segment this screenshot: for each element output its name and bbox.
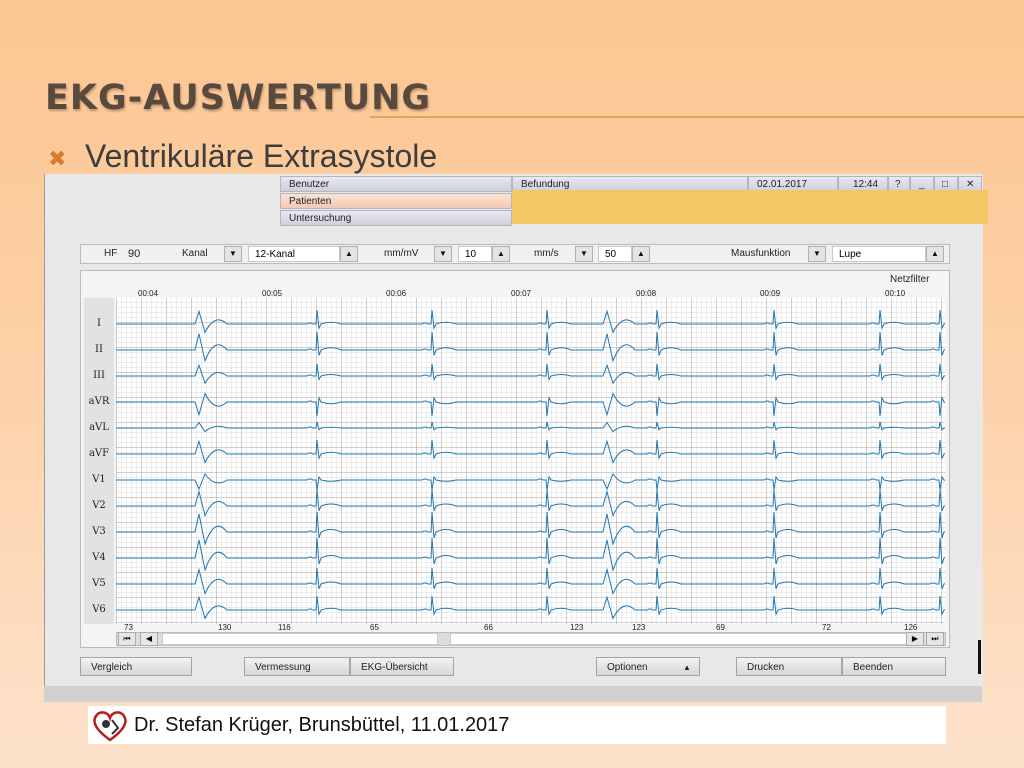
rr-interval-label: 123	[570, 623, 584, 632]
mausfunktion-down-button[interactable]: ▼	[808, 246, 826, 262]
rr-interval-label: 116	[278, 623, 291, 632]
kanal-up-button[interactable]: ▲	[340, 246, 358, 262]
menu-patienten[interactable]: Patienten	[280, 193, 512, 209]
caret-up-icon: ▲	[683, 663, 691, 672]
mms-down-button[interactable]: ▼	[575, 246, 593, 262]
ecg-trace-V5	[116, 567, 945, 596]
scroll-last-button[interactable]: ⏭	[926, 632, 944, 646]
heart-logo-icon	[93, 711, 127, 742]
lead-label: III	[93, 370, 105, 381]
beenden-button[interactable]: Beenden	[842, 657, 946, 676]
ecg-trace-I	[116, 309, 945, 334]
redaction-overlay	[512, 190, 988, 224]
mms-field[interactable]: 50	[598, 246, 632, 262]
lead-label: V5	[92, 578, 106, 589]
rr-interval-label: 69	[716, 623, 725, 632]
scroll-first-button[interactable]: ⏮	[118, 632, 136, 646]
ecg-trace-V2	[116, 489, 945, 518]
ecg-trace-V1	[116, 472, 945, 491]
vermessung-button[interactable]: Vermessung	[244, 657, 350, 676]
bullet-text: Ventrikuläre Extrasystole	[85, 138, 438, 174]
vergleich-button[interactable]: Vergleich	[80, 657, 192, 676]
mmmv-up-button[interactable]: ▲	[492, 246, 510, 262]
rr-interval-label: 123	[632, 623, 646, 632]
ekg-grid[interactable]	[116, 298, 945, 624]
ecg-trace-aVR	[116, 392, 945, 417]
lead-column	[84, 298, 114, 624]
window-edge-marker	[978, 640, 981, 674]
ecg-trace-V3	[116, 511, 945, 546]
ecg-trace-V4	[116, 537, 945, 572]
ecg-traces	[116, 309, 945, 620]
mmmv-label: mm/mV	[384, 248, 419, 259]
rr-interval-label: 73	[124, 623, 133, 632]
rr-interval-label: 130	[218, 623, 232, 632]
rr-interval-label: 126	[904, 623, 918, 632]
time-label: 00:06	[386, 289, 407, 298]
mmmv-down-button[interactable]: ▼	[434, 246, 452, 262]
lead-label: V3	[92, 526, 106, 537]
time-label: 00:05	[262, 289, 283, 298]
lead-label: V1	[92, 474, 106, 485]
optionen-label: Optionen	[607, 662, 648, 673]
footer-text: Dr. Stefan Krüger, Brunsbüttel, 11.01.20…	[134, 714, 510, 736]
scroll-next-button[interactable]: ▶	[906, 632, 924, 646]
mausfunktion-up-button[interactable]: ▲	[926, 246, 944, 262]
kanal-label: Kanal	[182, 248, 208, 259]
menu-benutzer[interactable]: Benutzer	[280, 176, 512, 192]
drucken-button[interactable]: Drucken	[736, 657, 842, 676]
mms-up-button[interactable]: ▲	[632, 246, 650, 262]
lead-label: V6	[92, 604, 106, 615]
app-status-strip	[44, 686, 982, 702]
lead-label: V2	[92, 500, 106, 511]
time-label: 00:09	[760, 289, 781, 298]
optionen-button[interactable]: Optionen ▲	[596, 657, 700, 676]
ecg-trace-II	[116, 331, 945, 363]
ecg-trace-aVL	[116, 421, 945, 433]
lead-label: aVL	[89, 422, 109, 433]
rr-interval-label: 66	[484, 623, 493, 632]
scroll-prev-button[interactable]: ◀	[140, 632, 158, 646]
lead-label: V4	[92, 552, 106, 563]
kanal-dropdown-button[interactable]: ▼	[224, 246, 242, 262]
title-divider	[370, 116, 1024, 118]
menu-untersuchung[interactable]: Untersuchung	[280, 210, 512, 226]
scroll-segment[interactable]	[162, 633, 438, 645]
time-label: 00:10	[885, 289, 906, 298]
time-label: 00:08	[636, 289, 657, 298]
mausfunktion-label: Mausfunktion	[731, 248, 791, 259]
scroll-thumb[interactable]	[450, 633, 920, 645]
ecg-trace-III	[116, 363, 945, 385]
rr-interval-label: 72	[822, 623, 831, 632]
lead-label: aVR	[88, 396, 110, 407]
footer-box	[88, 706, 946, 744]
rr-interval-label: 65	[370, 623, 379, 632]
time-label: 00:07	[511, 289, 532, 298]
mausfunktion-field[interactable]: Lupe	[832, 246, 926, 262]
x-bullet-icon: ✖	[48, 146, 67, 171]
lead-label: II	[95, 344, 103, 355]
mmmv-field[interactable]: 10	[458, 246, 492, 262]
hf-label: HF	[104, 248, 118, 259]
ekg-uebersicht-button[interactable]: EKG-Übersicht	[350, 657, 454, 676]
kanal-field[interactable]: 12-Kanal	[248, 246, 340, 262]
slide-title: EKG-Auswertung	[45, 78, 432, 118]
mms-label: mm/s	[534, 248, 559, 259]
hf-value: 90	[128, 248, 141, 260]
time-label: 00:04	[138, 289, 159, 298]
netzfilter-label: Netzfilter	[890, 274, 930, 285]
ecg-trace-aVF	[116, 439, 945, 464]
lead-label: aVF	[88, 448, 110, 459]
lead-label: I	[97, 318, 101, 329]
ecg-trace-V6	[116, 595, 945, 620]
